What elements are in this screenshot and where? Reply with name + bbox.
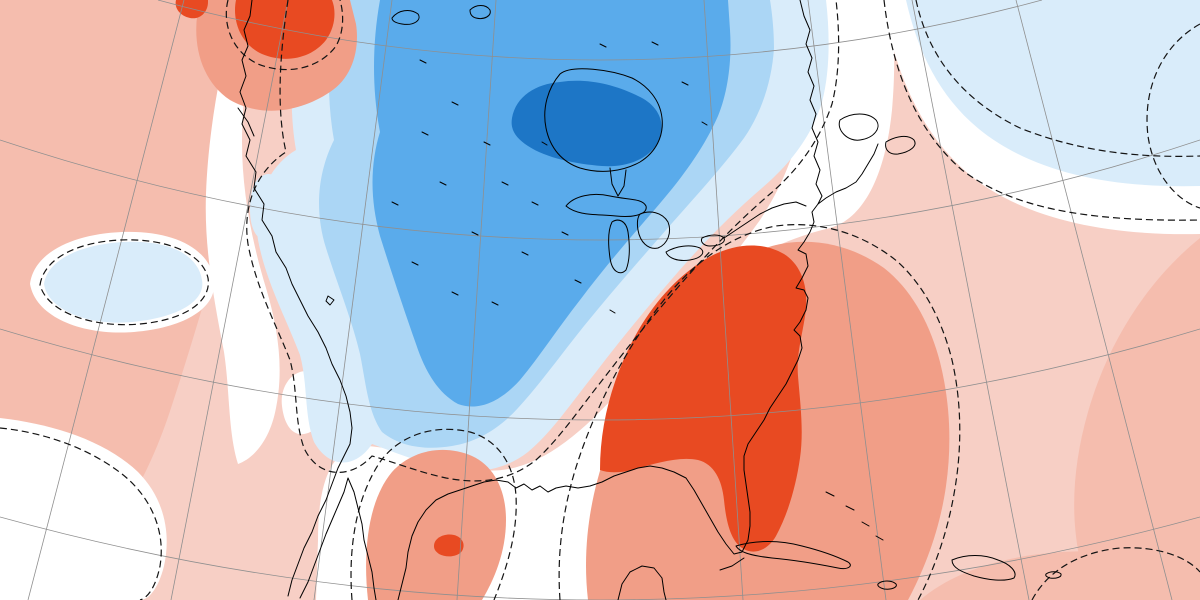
contour-topleft-warm [225, 0, 344, 71]
jamaica-outline [877, 580, 897, 590]
contour-bottomright [1031, 547, 1200, 600]
vancouver-island [237, 107, 255, 137]
meridian-8 [1015, 0, 1173, 600]
cool-level4-core [511, 80, 662, 167]
latitude-arc-2 [0, 139, 1200, 241]
bahamas-specks [825, 491, 884, 541]
hispaniola-outline [951, 555, 1016, 581]
neutral-lower-left [0, 418, 167, 600]
coastline-layer [237, 0, 1062, 600]
cuba-outline [735, 541, 851, 569]
lake-erie [665, 245, 704, 261]
gulf-atlantic-coastline [397, 143, 879, 600]
meridian-3 [313, 0, 393, 600]
hudson-bay-outline [544, 68, 663, 172]
warm-soft-bottom-right [920, 551, 1200, 600]
contour-topright-outer [883, 0, 1200, 221]
newfoundland-outline [838, 113, 879, 141]
contour-right-edge [1146, 23, 1200, 209]
zero-line-main [246, 0, 840, 482]
yucatan-coastline [617, 565, 667, 600]
james-bay-outline [609, 167, 627, 197]
contour-pacific-loop [39, 239, 209, 326]
contour-topright-inner [915, 0, 1200, 157]
lake-speckles [391, 41, 708, 314]
warm-soft-right-lower [1074, 238, 1200, 600]
warm-level3-texas-spot [434, 534, 464, 557]
arctic-island-1 [391, 10, 420, 25]
meridian-7 [911, 0, 1030, 600]
puerto-rico-outline [1045, 571, 1062, 579]
meridian-4 [456, 0, 497, 600]
st-lawrence-river [723, 201, 807, 239]
meridian-2 [170, 0, 289, 600]
warm-level3-core-southeast [600, 245, 807, 552]
warm-level2-texas [366, 449, 506, 600]
cool-wedge-atlantic [906, 0, 1200, 187]
meridian-6 [807, 0, 887, 600]
great-salt-lake [325, 295, 335, 306]
florida-keys [719, 557, 745, 571]
pacific-coastline [239, 0, 353, 597]
contour-lowerleft [0, 427, 162, 600]
lake-huron [636, 211, 671, 249]
meridian-1 [27, 0, 185, 600]
cool-pocket-pacific [44, 241, 203, 323]
gulf-of-california-coastline [299, 477, 377, 600]
latitude-arc-3 [0, 328, 1200, 421]
lake-superior [565, 193, 647, 217]
lake-michigan [608, 219, 630, 274]
nova-scotia-outline [885, 135, 916, 155]
latitude-arc-1 [157, 0, 1043, 61]
meridian-5 [703, 0, 744, 600]
arctic-island-2 [469, 5, 491, 19]
lake-ontario [701, 234, 725, 247]
contour-southeast-warm [558, 224, 961, 600]
latitude-arc-4 [0, 516, 1200, 600]
labrador-coastline [799, 0, 823, 205]
